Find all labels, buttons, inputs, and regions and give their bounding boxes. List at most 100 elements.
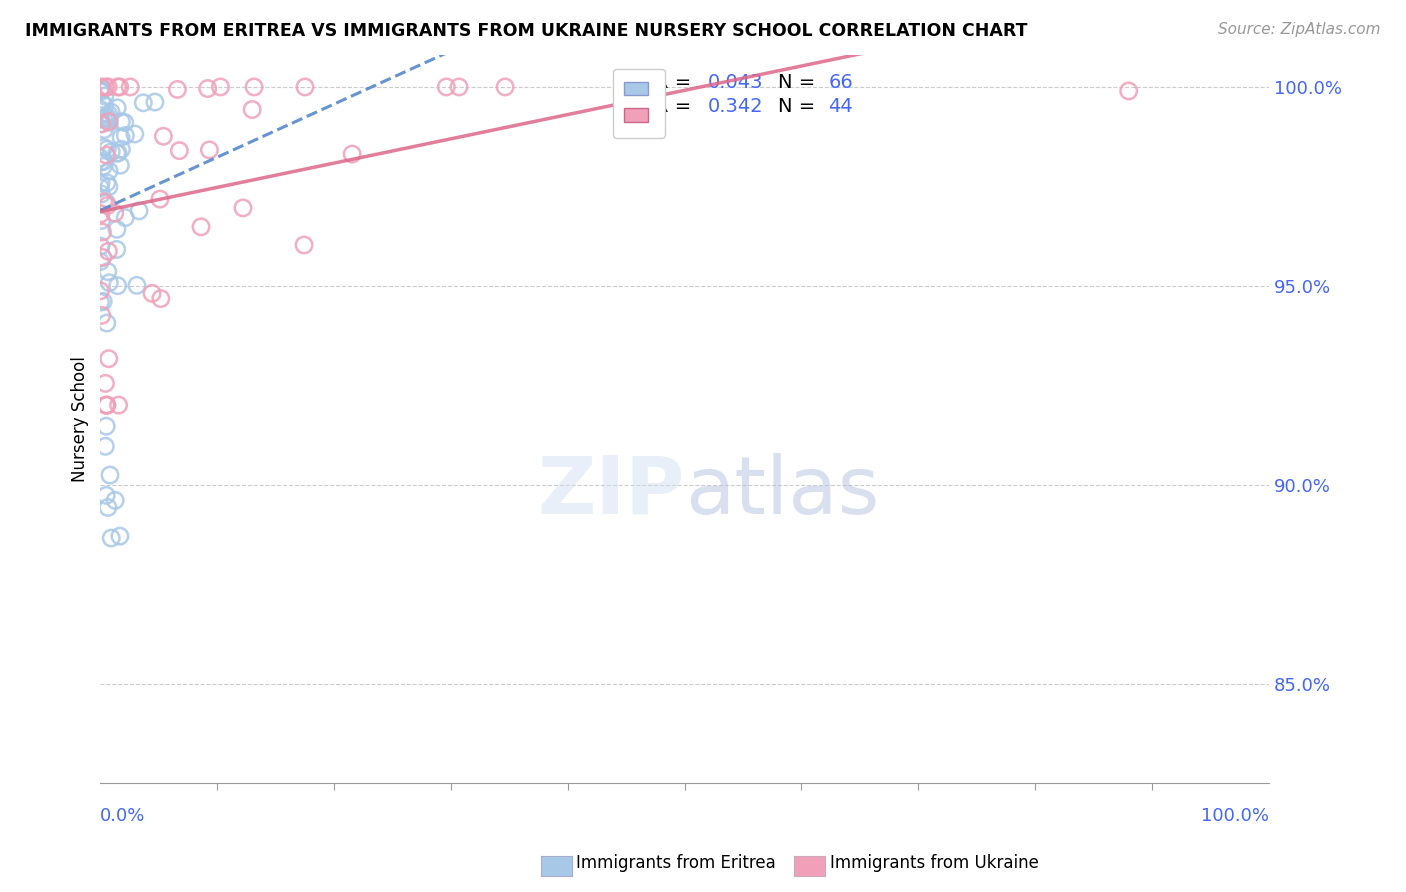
Text: 0.043: 0.043 [709, 73, 763, 92]
Point [89, 84, 111, 98]
Point [294, 79, 316, 94]
Text: Source: ZipAtlas.com: Source: ZipAtlas.com [1218, 22, 1381, 37]
Point [91, 154, 114, 169]
Point [197, 81, 219, 95]
Text: 66: 66 [828, 73, 853, 92]
Point [91, 294, 114, 309]
Point [447, 79, 470, 94]
Text: 44: 44 [828, 96, 853, 116]
Point [97, 265, 120, 279]
Point [90, 117, 112, 131]
Point [243, 79, 266, 94]
Point [166, 82, 188, 96]
Point [494, 79, 516, 94]
Point [169, 144, 191, 158]
Point [128, 203, 150, 218]
Point [100, 145, 122, 159]
Point [97, 114, 120, 128]
Point [89, 103, 111, 117]
Point [152, 129, 174, 144]
Point [89, 254, 111, 268]
Point [97, 112, 120, 127]
Text: atlas: atlas [685, 453, 879, 531]
Point [209, 79, 232, 94]
Point [89, 151, 111, 165]
Point [91, 251, 114, 265]
Point [96, 195, 118, 210]
Point [96, 419, 118, 434]
Point [97, 351, 120, 366]
Point [91, 95, 114, 110]
Point [90, 81, 112, 95]
Point [89, 284, 111, 298]
Point [198, 143, 221, 157]
Point [105, 222, 128, 236]
Y-axis label: Nursery School: Nursery School [72, 356, 89, 482]
Point [107, 398, 129, 412]
Point [105, 146, 128, 161]
Point [93, 140, 115, 154]
Text: R =: R = [655, 73, 697, 92]
Point [94, 439, 117, 453]
Text: R =: R = [655, 96, 697, 116]
Text: N =: N = [778, 96, 821, 116]
Point [96, 488, 118, 502]
Point [91, 160, 114, 174]
Point [96, 176, 118, 190]
Point [90, 213, 112, 227]
Point [97, 179, 120, 194]
Point [110, 130, 132, 145]
Point [90, 187, 112, 202]
Point [94, 79, 117, 94]
Point [98, 164, 121, 178]
Point [91, 117, 114, 131]
Point [149, 292, 172, 306]
Point [90, 309, 112, 323]
Point [105, 243, 128, 257]
Point [96, 316, 118, 330]
Text: 0.342: 0.342 [709, 96, 763, 116]
Point [96, 110, 118, 124]
Point [149, 192, 172, 206]
Point [98, 468, 121, 483]
Point [90, 176, 112, 190]
Point [94, 89, 117, 103]
Point [104, 493, 127, 508]
Text: Immigrants from Ukraine: Immigrants from Ukraine [830, 855, 1039, 872]
Point [143, 95, 166, 109]
Point [89, 109, 111, 123]
Point [96, 198, 118, 212]
Point [90, 154, 112, 169]
Point [110, 158, 132, 172]
Point [190, 219, 212, 234]
Point [110, 142, 132, 156]
Point [98, 115, 121, 129]
Point [89, 180, 111, 194]
Point [90, 207, 112, 221]
Point [232, 201, 254, 215]
Point [96, 398, 118, 412]
Text: ZIP: ZIP [537, 453, 685, 531]
Point [240, 103, 263, 117]
Text: Immigrants from Eritrea: Immigrants from Eritrea [576, 855, 776, 872]
Point [434, 79, 457, 94]
Point [141, 286, 163, 301]
Point [96, 148, 118, 162]
Point [124, 127, 146, 141]
Point [89, 85, 111, 99]
Point [292, 238, 315, 252]
Point [97, 244, 120, 259]
Point [96, 398, 118, 412]
Legend: , : , [613, 69, 665, 137]
Point [97, 107, 120, 121]
Point [89, 295, 111, 310]
Point [96, 142, 118, 156]
Point [100, 105, 122, 120]
Point [90, 79, 112, 94]
Point [100, 531, 122, 545]
Point [108, 529, 131, 543]
Text: 0.0%: 0.0% [100, 807, 146, 825]
Point [94, 376, 117, 391]
Point [108, 79, 131, 94]
Point [114, 115, 136, 129]
